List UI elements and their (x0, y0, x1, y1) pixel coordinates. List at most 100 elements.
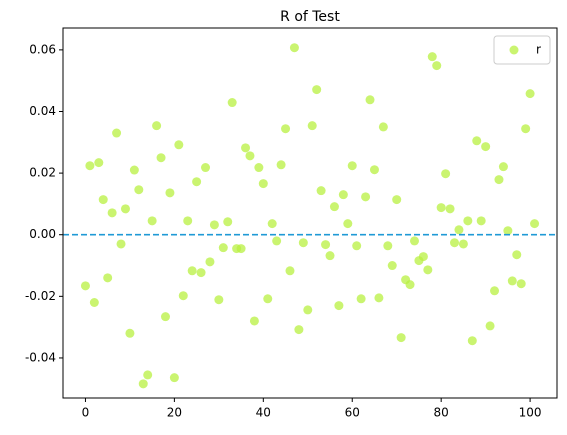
y-tick-label: 0.00 (29, 227, 56, 241)
point (530, 219, 540, 229)
point (334, 301, 344, 311)
y-tick-label: -0.04 (25, 350, 56, 364)
point (160, 312, 170, 322)
point (183, 216, 193, 226)
point (494, 175, 504, 185)
point (89, 297, 99, 307)
point (298, 238, 308, 248)
point (432, 61, 442, 71)
point (352, 241, 362, 251)
chart-title: R of Test (280, 9, 340, 25)
point (338, 190, 348, 200)
point (272, 236, 282, 246)
point (120, 204, 130, 214)
legend-marker (509, 45, 519, 55)
legend-box (493, 35, 551, 65)
point (294, 325, 304, 335)
point (356, 294, 366, 304)
legend-label: r (536, 43, 541, 57)
point (94, 158, 104, 168)
point (209, 220, 219, 230)
point (490, 286, 500, 296)
point (98, 195, 108, 205)
point (103, 273, 113, 283)
point (512, 250, 522, 260)
x-tick-label: 100 (519, 406, 542, 420)
point (174, 140, 184, 150)
point (165, 188, 175, 198)
point (129, 165, 139, 175)
point (178, 291, 188, 301)
point (307, 121, 317, 131)
point (134, 185, 144, 195)
point (303, 305, 313, 315)
point (343, 219, 353, 229)
point (423, 265, 433, 275)
x-tick-label: 20 (167, 406, 182, 420)
x-tick-label: 80 (434, 406, 449, 420)
point (445, 204, 455, 214)
y-tick-label: 0.06 (29, 42, 56, 56)
point (409, 236, 419, 246)
point (196, 268, 206, 278)
x-tick-label: 0 (82, 406, 90, 420)
point (361, 192, 371, 202)
y-tick-label: 0.02 (29, 166, 56, 180)
y-tick-label: 0.04 (29, 104, 56, 118)
point (507, 276, 517, 286)
point (125, 328, 135, 338)
point (201, 163, 211, 173)
point (116, 239, 126, 249)
point (441, 169, 451, 179)
point (192, 177, 202, 187)
point (405, 280, 415, 290)
point (152, 121, 162, 131)
point (467, 336, 477, 346)
point (267, 219, 277, 229)
point (312, 85, 322, 95)
point (156, 153, 166, 163)
point (476, 216, 486, 226)
point (85, 161, 95, 171)
point (396, 333, 406, 343)
point (369, 165, 379, 175)
point (427, 52, 437, 62)
point (169, 373, 179, 383)
point (214, 295, 224, 305)
point (436, 203, 446, 213)
y-tick-label: -0.02 (25, 289, 56, 303)
point (365, 95, 375, 105)
plot-frame (62, 27, 558, 399)
point (147, 216, 157, 226)
point (516, 279, 526, 289)
point (223, 217, 233, 227)
point (316, 186, 326, 196)
point (458, 239, 468, 249)
point (289, 43, 299, 53)
point (347, 161, 357, 171)
point (138, 379, 148, 389)
point (112, 128, 122, 138)
point (481, 142, 491, 152)
point (143, 370, 153, 380)
point (472, 136, 482, 146)
point (521, 124, 531, 134)
point (241, 143, 251, 153)
point (503, 226, 513, 236)
x-tick-label: 40 (256, 406, 271, 420)
point (392, 195, 402, 205)
point (383, 241, 393, 251)
point (205, 257, 215, 267)
point (254, 163, 264, 173)
point (374, 293, 384, 303)
point (325, 251, 335, 261)
point (263, 294, 273, 304)
point (107, 208, 117, 218)
point (285, 266, 295, 276)
point (498, 162, 508, 172)
point (227, 98, 237, 108)
x-tick-label: 60 (345, 406, 360, 420)
point (258, 179, 268, 189)
